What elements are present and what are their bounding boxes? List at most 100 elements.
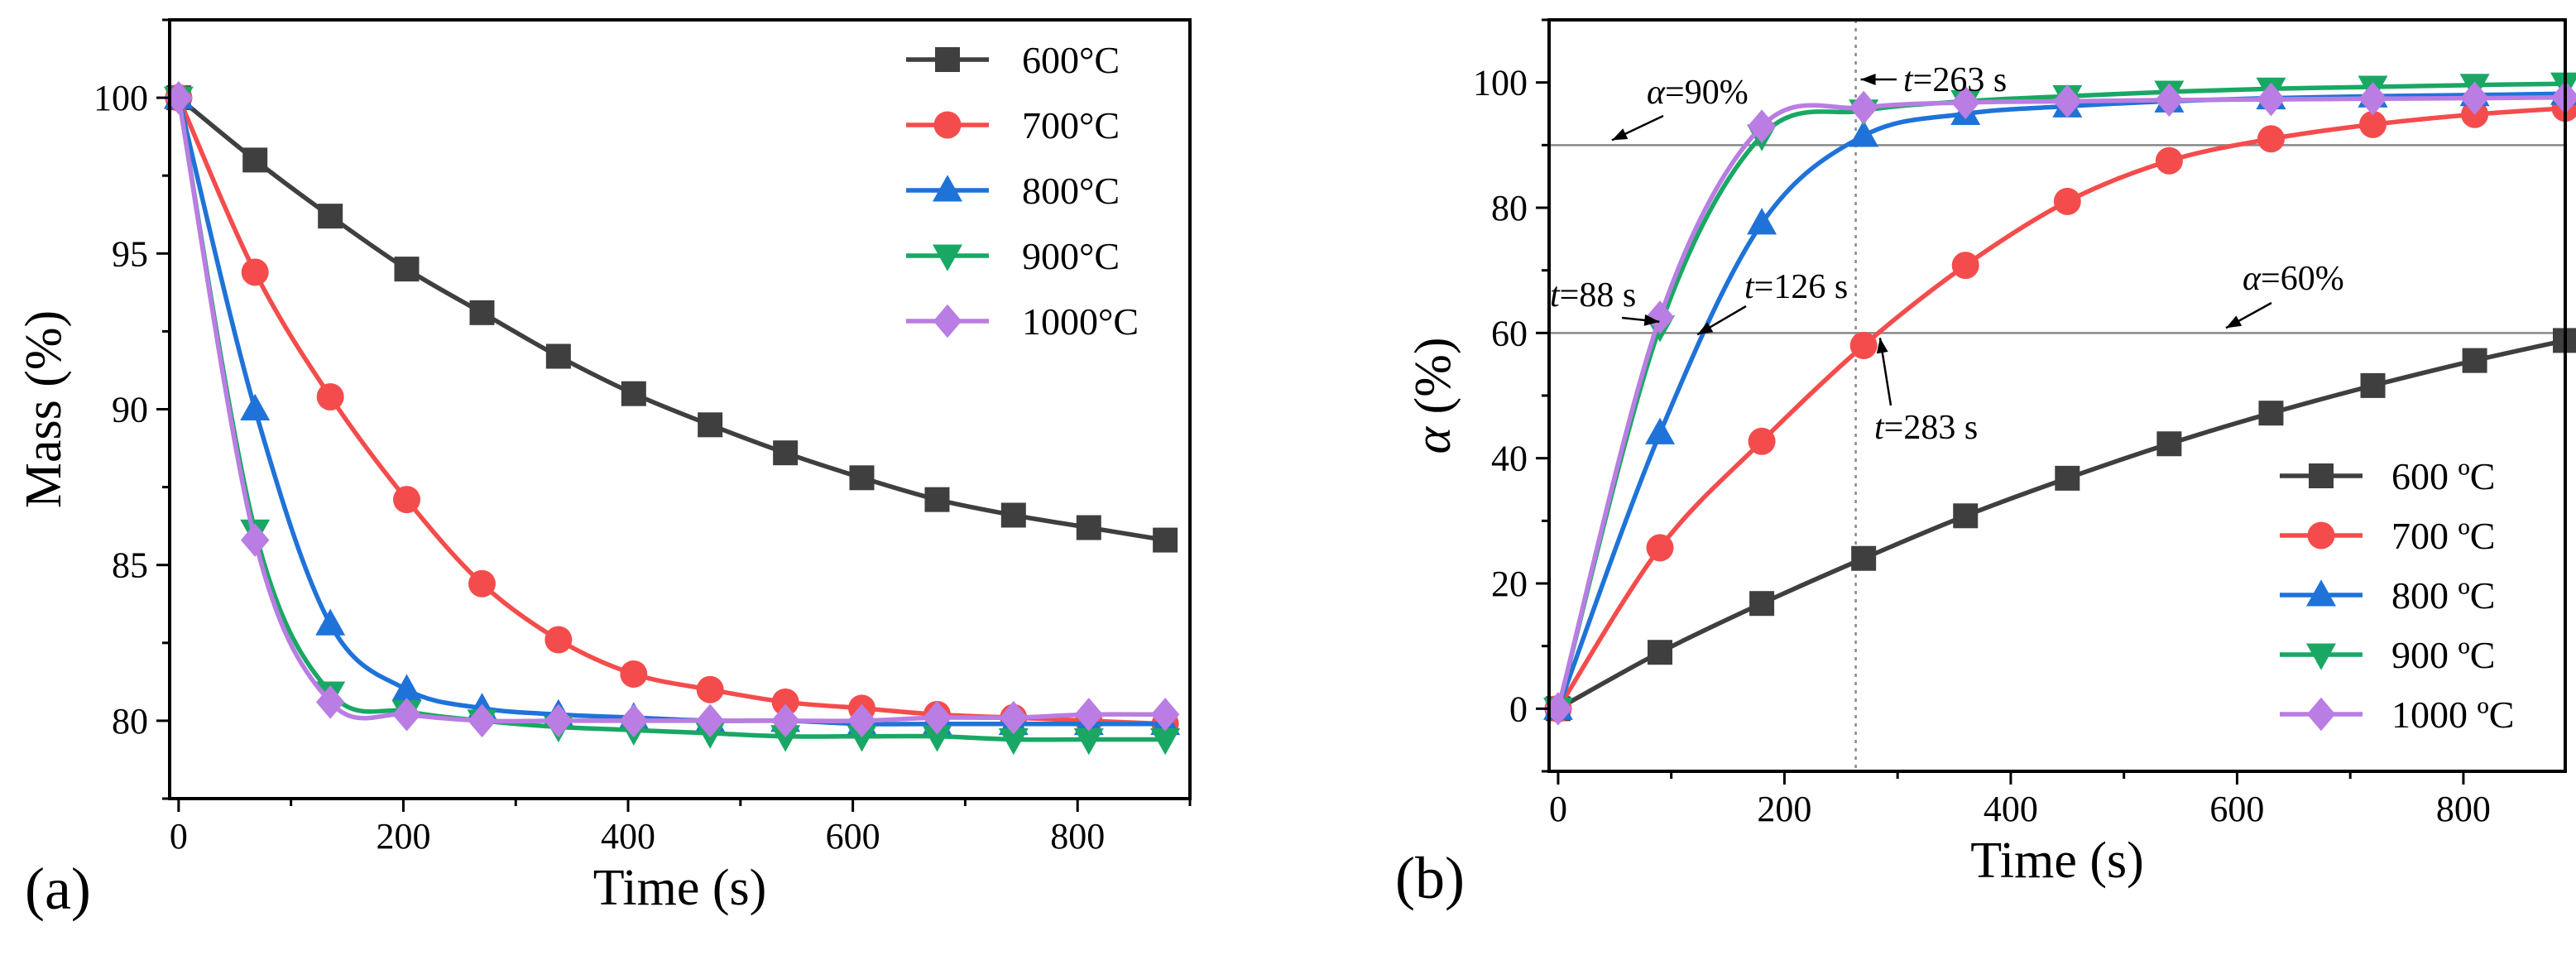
legend-marker [2309,463,2334,488]
legend-item: 600 ºC [2280,455,2495,497]
data-point [698,412,723,438]
data-point [240,523,270,557]
data-point [1153,527,1178,553]
series-line [176,97,1166,724]
annotation-alpha-60: α=60% [2243,260,2344,298]
y-tick-label: 80 [112,701,148,742]
legend-item: 900°C [906,235,1120,277]
x-axis-label: Time (s) [593,860,767,916]
data-point [1645,300,1675,334]
data-point [771,688,799,716]
series-1 [1544,94,2576,722]
y-tick-label: 20 [1491,564,1528,604]
data-point [1150,698,1180,732]
annotation-t-283: t=283 s [1874,409,1978,447]
annotations: α=90% α=60% t=263 s t=88 s t=126 s t=283 s [1550,61,2344,447]
legend-marker [2306,579,2336,607]
legend-item: 800 ºC [2280,574,2495,617]
data-point [1074,698,1104,732]
data-point [316,382,344,410]
data-point [242,147,268,173]
data-point [1851,545,1877,571]
series-2 [1542,78,2576,720]
data-point [393,486,421,514]
data-point [923,700,952,735]
legend-label: 700 ºC [2391,515,2495,557]
data-point [2055,465,2080,491]
x-tick-label: 600 [2209,789,2264,829]
legend-label: 900°C [1022,235,1120,277]
data-point [2053,84,2082,118]
y-tick-label: 60 [1491,313,1528,353]
data-point [2258,401,2284,426]
data-point [545,343,571,369]
legend-item: 600°C [906,39,1120,81]
legend-label: 900 ºC [2391,634,2495,676]
legend-marker [933,244,962,271]
series-4 [1543,80,2576,726]
annotation-arrow-alpha-90-head [1612,128,1629,141]
data-point [1748,427,1776,455]
x-tick-label: 800 [1050,816,1105,857]
x-tick-label: 200 [376,816,430,857]
data-point [1951,252,1979,280]
x-tick-label: 400 [1984,789,2038,829]
annotation-arrow-alpha-60 [2225,301,2272,329]
data-point [695,703,725,738]
annotation-arrow-t-88-head [1643,314,1660,326]
annotation-arrow-t-126 [1696,305,1747,336]
legend-item: 800°C [906,170,1120,212]
x-tick-label: 600 [826,816,880,857]
legend-marker [935,47,960,72]
annotation-t-88: t=88 s [1550,276,1636,314]
data-point [620,660,648,688]
data-point [621,381,646,406]
annotation-t-263: t=263 s [1903,61,2007,99]
data-point [2155,83,2184,118]
y-axis-label: α (%) [1405,338,1461,454]
chart-panel-b: 0 200 400 600 800 0 20 40 60 80 100 Time (s) α (%) (b… [1395,18,2576,911]
data-point [847,703,876,738]
data-point [1150,727,1181,756]
y-tick-label: 90 [112,390,148,430]
x-axis-label: Time (s) [1970,833,2144,889]
data-point [1543,692,1573,726]
series-0 [1545,328,2576,722]
annotation-arrow-alpha-90 [1611,114,1664,142]
legend: 600 ºC 700 ºC 800 ºC 900 ºC 1000 ºC [2280,455,2514,736]
data-point [1076,515,1101,540]
annotation-arrow-alpha-60-head [2226,315,2243,329]
series-3 [1542,72,2576,725]
data-point [773,440,799,466]
data-point [924,487,950,512]
annotation-arrow-t-126-head [1697,322,1714,335]
annotation-arrow-t-88 [1621,314,1660,326]
data-point [999,700,1029,735]
y-tick-label: 100 [1473,63,1528,103]
data-point [1953,503,1979,529]
annotation-t-126: t=126 s [1744,268,1848,306]
series-4 [164,80,1180,738]
series-line [176,97,1166,742]
legend-marker [933,175,962,202]
legend-label: 800 ºC [2391,574,2495,617]
data-point [1073,727,1104,756]
data-point [2257,82,2286,117]
x-tick-label: 400 [601,816,655,857]
data-point [696,675,724,703]
data-point [468,569,496,598]
data-point [619,703,649,738]
data-point [1849,331,1878,359]
legend: 600°C 700°C 800°C 900°C 1000°C [906,39,1139,343]
data-point [544,703,573,738]
annotation-arrow-t-263-head [1860,74,1876,85]
legend-item: 700 ºC [2280,515,2495,557]
y-tick-label: 85 [112,545,148,586]
legend-marker [2306,697,2336,732]
annotation-arrow-t-283 [1876,338,1892,406]
data-point [394,257,420,282]
panel-label: (a) [25,856,91,922]
data-point [1950,85,1980,120]
data-point [1849,90,1878,125]
